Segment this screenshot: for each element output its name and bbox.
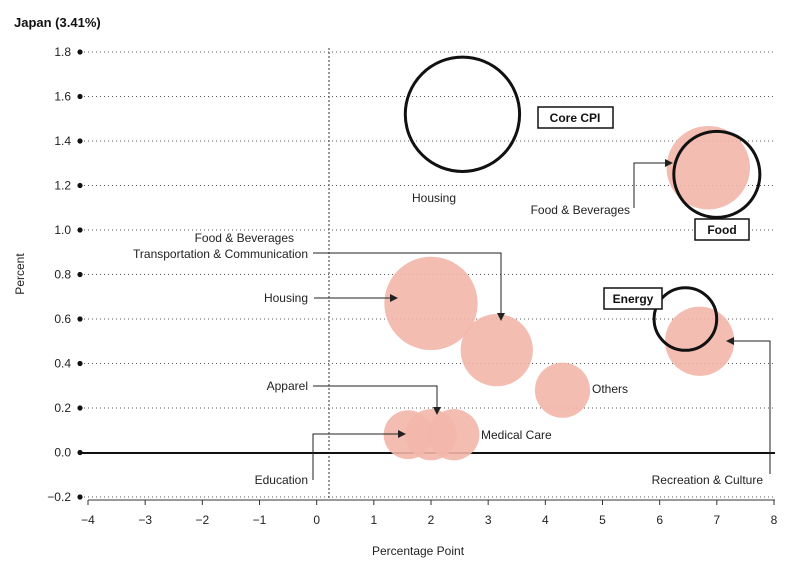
arrow-food-bev (633, 159, 673, 208)
boxed-label-energy: Energy (603, 287, 663, 310)
y-tick-label: 0.8 (54, 268, 71, 282)
arrow-education (312, 430, 406, 480)
x-tick-label: 7 (713, 513, 720, 527)
label-education: Education (255, 473, 308, 487)
label-apparel: Apparel (267, 379, 308, 393)
bubble-others (534, 362, 591, 418)
label-others: Others (592, 382, 628, 396)
annotation-arrows (312, 159, 771, 480)
arrow-apparel (313, 385, 441, 415)
label-recreation: Recreation & Culture (652, 473, 764, 487)
y-tick-label: 1.4 (54, 134, 71, 148)
x-tick-label: 2 (428, 513, 435, 527)
bubble-transportation-communication (460, 314, 533, 387)
y-tick-label: 1.0 (54, 223, 71, 237)
box-core-cpi-text: Core CPI (550, 111, 601, 125)
bubble-recreation-culture (665, 306, 735, 376)
x-tick-label: 4 (542, 513, 549, 527)
label-transport: Transportation & Communication (133, 247, 308, 261)
label-housing-inner: Housing (412, 191, 456, 205)
x-tick-label: −4 (81, 513, 95, 527)
label-food-bev-left: Food & Beverages (195, 231, 294, 245)
x-tick-label: 6 (656, 513, 663, 527)
box-food-text: Food (707, 223, 736, 237)
chart-title: Japan (3.41%) (14, 15, 101, 30)
y-tick-label: −0.2 (47, 490, 71, 504)
y-tick-dot (77, 49, 83, 55)
label-housing-left: Housing (264, 291, 308, 305)
x-axis-title: Percentage Point (372, 544, 465, 558)
x-tick-label: 8 (771, 513, 778, 527)
bubble-medical-care (428, 409, 480, 461)
y-tick-dot (77, 360, 83, 367)
x-tick-label: 5 (599, 513, 606, 527)
x-axis-ticks: −4 −3 −2 −1 0 1 2 3 4 5 6 7 8 (81, 500, 778, 527)
bubble-outline-core-cpi (403, 55, 522, 173)
y-tick-dot (77, 93, 83, 100)
y-tick-dot (77, 182, 83, 189)
y-tick-dot (77, 316, 83, 322)
y-tick-dot (77, 227, 83, 233)
y-tick-label: 0.6 (54, 312, 71, 326)
label-food-bev-right: Food & Beverages (531, 203, 630, 217)
x-tick-label: 3 (485, 513, 492, 527)
y-tick-label: 1.8 (54, 45, 71, 59)
box-energy-text: Energy (613, 292, 654, 306)
y-tick-label: 1.2 (54, 179, 71, 193)
x-tick-label: 0 (313, 513, 320, 527)
y-tick-label: 0.0 (54, 446, 71, 460)
bubble-outline-food (672, 129, 762, 219)
label-medical: Medical Care (481, 428, 552, 442)
y-tick-dot (77, 449, 83, 456)
x-tick-label: −3 (138, 513, 152, 527)
arrow-transport (313, 252, 505, 321)
bubble-housing (384, 256, 478, 351)
y-tick-label: 1.6 (54, 90, 71, 104)
y-tick-label: 0.2 (54, 401, 71, 415)
bubbles-layer (383, 55, 762, 461)
y-tick-dot (77, 494, 83, 500)
box-food (694, 218, 750, 241)
box-energy (603, 287, 663, 310)
arrow-recreation (726, 337, 771, 474)
box-core-cpi (537, 106, 614, 129)
boxed-label-core: Core CPI (537, 106, 614, 129)
y-tick-dot (77, 271, 83, 278)
x-tick-label: −1 (253, 513, 267, 527)
boxed-label-food: Food (694, 218, 750, 241)
y-axis-title: Percent (13, 253, 27, 295)
bubble-outline-energy (652, 286, 719, 352)
x-tick-label: 1 (370, 513, 377, 527)
y-axis-ticks: −0.2 0.0 0.2 0.4 0.6 0.8 1.0 1.2 1.4 1.6 1.8 (47, 45, 83, 504)
y-tick-dot (77, 138, 83, 144)
x-tick-label: −2 (195, 513, 209, 527)
y-tick-dot (77, 405, 83, 411)
bubble-food-beverages (666, 125, 751, 210)
y-tick-label: 0.4 (54, 357, 71, 371)
